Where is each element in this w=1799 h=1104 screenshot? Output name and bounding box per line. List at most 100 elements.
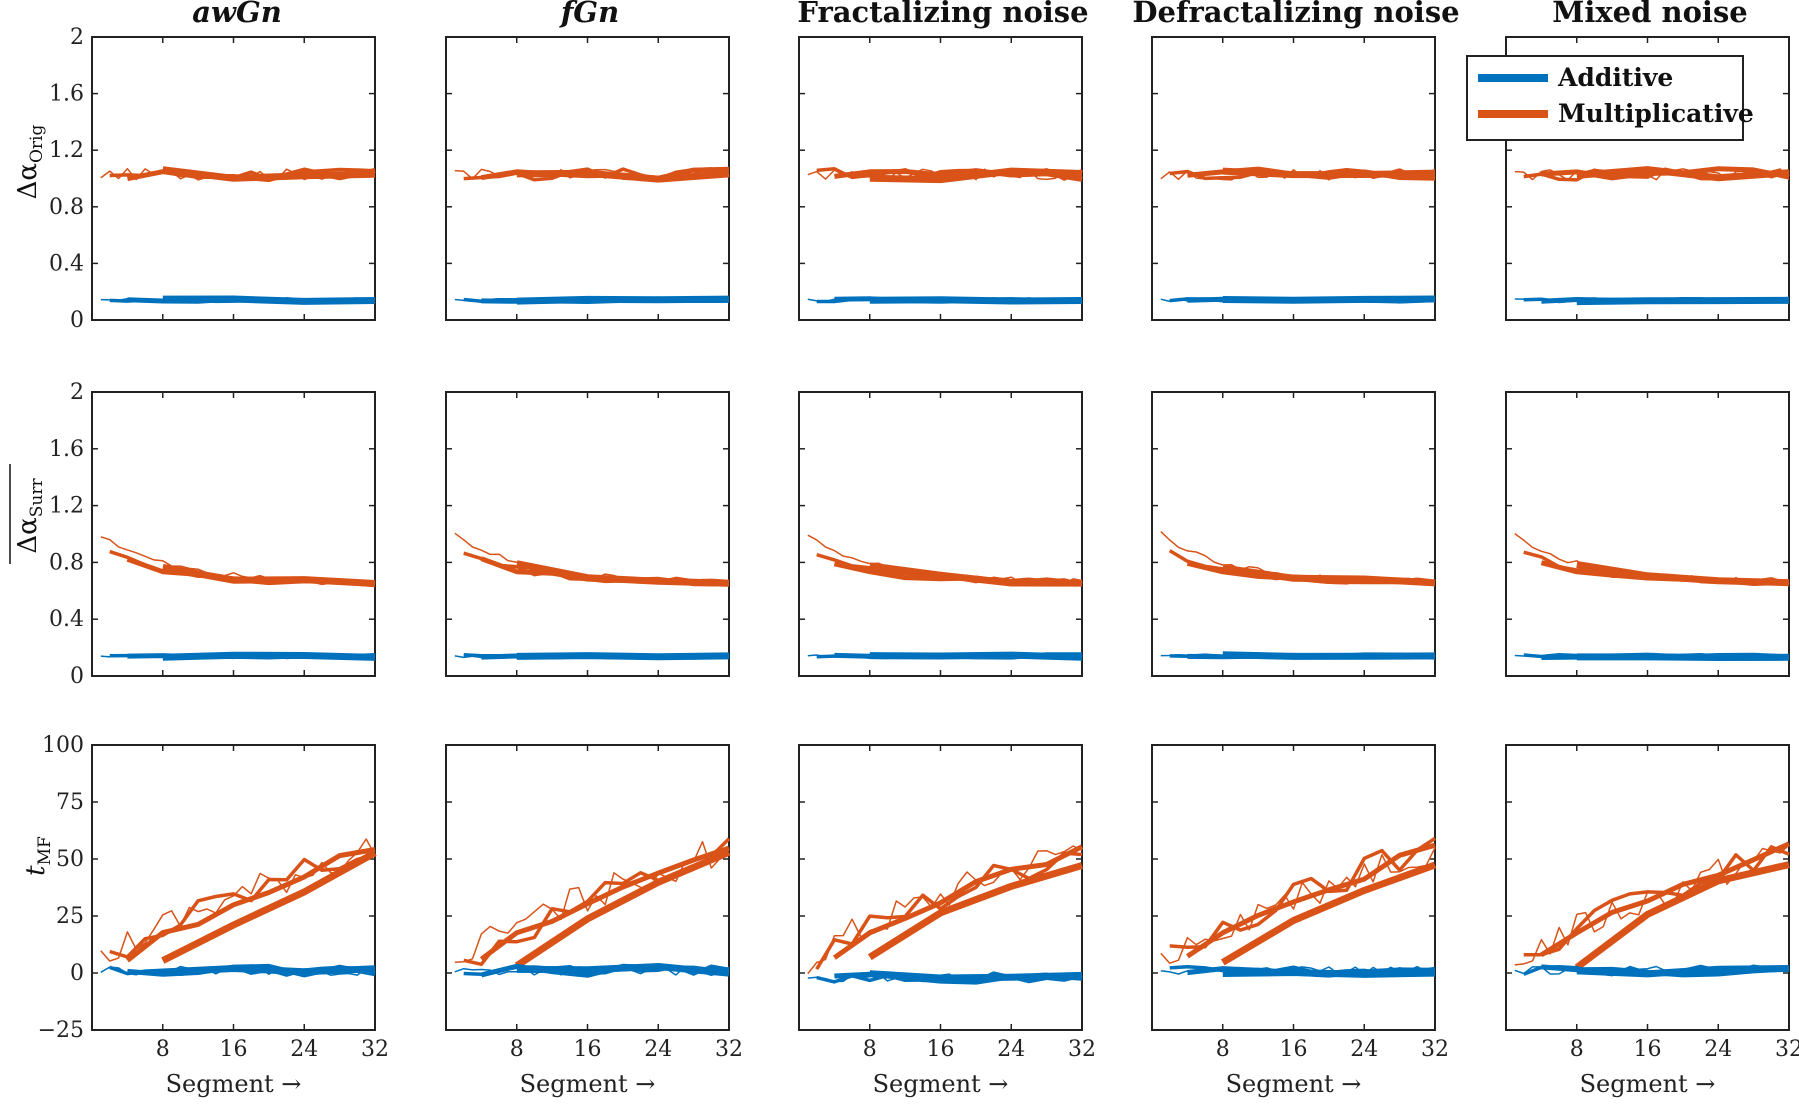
line-multiplicative-32 [100,536,376,585]
y-tick-label: 100 [42,733,84,758]
ylabel-row-3-sub: MF [35,836,55,865]
axes-box [445,744,730,1031]
line-multiplicative-32 [1160,847,1436,964]
line-multiplicative-32 [1160,168,1436,181]
x-tick-label: 24 [290,1037,318,1062]
panel-r1-c4 [1151,36,1436,321]
x-tick-label: 24 [644,1037,672,1062]
legend-multiplicative-label: Multiplicative [1558,99,1754,128]
legend: Additive Multiplicative [1466,55,1754,141]
line-multiplicative-16 [463,551,730,585]
svg-text:ΔαOrig: ΔαOrig [13,125,47,200]
line-multiplicative-32 [100,838,376,962]
panel-r3-c5: 8 16 24 32 Segment → [1505,744,1799,1098]
line-multiplicative-32 [1514,168,1790,181]
x-tick-label: 16 [220,1037,248,1062]
panel-r2-c3 [798,391,1083,677]
x-tick-label: 32 [715,1037,743,1062]
x-axis-label: Segment → [1226,1070,1362,1098]
line-additive-32 [454,965,730,977]
line-multiplicative-16 [109,549,376,587]
x-tick-label: 24 [1704,1037,1732,1062]
line-multiplicative-4 [514,849,731,969]
x-axis-label: Segment → [166,1070,302,1098]
axes-box [91,744,376,1031]
line-multiplicative-16 [109,167,376,181]
line-multiplicative-32 [100,167,376,181]
col-title-3: Fractalizing noise [797,0,1088,29]
ylabel-row-1: ΔαOrig [13,125,47,200]
line-additive-16 [109,965,376,977]
y-tick-label: 1.2 [49,494,84,519]
y-tick-label: 2 [70,380,84,405]
axes-box [445,391,730,677]
line-multiplicative-16 [1169,836,1436,950]
panel-r2-c1: 0 0.4 0.8 1.2 1.6 2 [49,380,376,689]
line-multiplicative-8 [832,844,1084,960]
line-multiplicative-4 [1574,861,1790,971]
y-tick-label: 0 [70,308,84,333]
line-additive-32 [807,298,1083,303]
ylabel-row-1-sub: Orig [27,125,47,164]
y-tick-label: 1.6 [49,437,84,462]
line-additive-32 [1160,965,1436,976]
x-axis-label: Segment → [520,1070,656,1098]
axes-box [1505,744,1790,1031]
line-additive-32 [1160,298,1436,303]
line-multiplicative-8 [1541,166,1790,181]
axes-box [798,391,1083,677]
x-axis-label: Segment → [873,1070,1009,1098]
ylabel-row-3: tMF [21,836,55,876]
x-tick-label: 32 [1775,1037,1799,1062]
y-tick-label: 50 [56,847,84,872]
line-multiplicative-16 [815,851,1083,971]
panel-r1-c5 [1505,36,1790,321]
x-tick-label: 16 [927,1037,955,1062]
y-tick-label: 0.8 [49,550,84,575]
line-additive-32 [807,972,1083,983]
x-tick-label: 16 [1634,1037,1662,1062]
col-title-5: Mixed noise [1552,0,1747,29]
line-multiplicative-8 [125,847,376,963]
line-multiplicative-4 [1221,861,1437,966]
ylabel-row-1-main: Δα [13,163,43,199]
panel-r1-c3 [798,36,1083,321]
line-additive-32 [454,298,730,303]
line-multiplicative-32 [1514,532,1790,584]
axes-box [798,744,1083,1031]
svg-text:ΔαSurr: ΔαSurr [13,478,47,554]
line-multiplicative-8 [1186,842,1436,959]
y-tick-label: 1.2 [49,138,84,163]
line-multiplicative-32 [807,845,1083,975]
axes-box [91,391,376,677]
line-additive-32 [100,965,376,976]
x-tick-label: 24 [997,1037,1025,1062]
y-tick-label: 25 [56,904,84,929]
panel-r3-c4: 8 16 24 32 Segment → [1151,744,1449,1098]
x-tick-label: 8 [863,1037,877,1062]
x-tick-label: 16 [574,1037,602,1062]
y-tick-label: 0.8 [49,195,84,220]
axes-box [1505,391,1790,677]
panel-r1-c1: 0 0.4 0.8 1.2 1.6 2 [49,25,376,333]
y-tick-label: 0 [70,664,84,689]
x-tick-label: 8 [1216,1037,1230,1062]
col-title-4: Defractalizing noise [1132,0,1459,29]
panel-r2-c4 [1151,391,1436,677]
column-titles: awGn fGn Fractalizing noise Defractalizi… [192,0,1748,29]
ylabel-row-2-sub: Surr [27,478,47,518]
x-tick-label: 8 [510,1037,524,1062]
x-tick-label: 32 [1421,1037,1449,1062]
x-tick-label: 24 [1350,1037,1378,1062]
line-additive-32 [1514,965,1790,976]
panel-r3-c1: −25 0 25 50 75 100 8 16 24 32 Segment → [38,733,389,1098]
line-multiplicative-32 [1514,844,1790,966]
y-tick-label: 0.4 [49,607,84,632]
legend-additive-label: Additive [1557,63,1673,92]
svg-text:tMF: tMF [21,836,55,876]
line-multiplicative-32 [454,168,730,181]
line-additive-32 [100,298,376,303]
line-multiplicative-4 [867,862,1083,961]
line-additive-16 [1523,297,1790,304]
